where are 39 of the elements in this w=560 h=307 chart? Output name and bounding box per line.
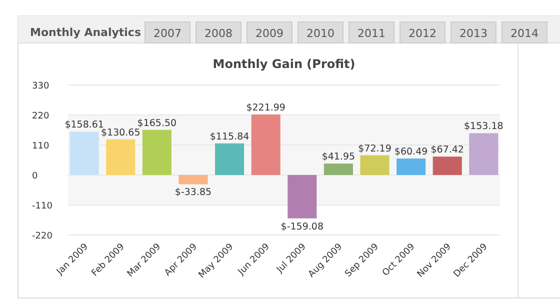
bar — [142, 130, 172, 175]
text: 2010 — [306, 27, 334, 40]
y-tick-label: 110 — [32, 142, 50, 152]
bar — [432, 156, 462, 175]
text: 2009 — [256, 27, 284, 40]
bar — [178, 175, 208, 184]
y-tick-label: 220 — [32, 112, 50, 122]
bar — [469, 133, 498, 175]
data-label: $221.99 — [246, 102, 286, 114]
data-label: $115.84 — [210, 131, 250, 142]
y-tick-label: 0 — [32, 172, 38, 182]
bar — [70, 132, 99, 175]
text: 2014 — [510, 27, 538, 40]
text: Monthly Analytics — [30, 26, 142, 39]
y-tick-label: 330 — [32, 82, 50, 92]
data-label: $60.49 — [394, 146, 428, 158]
y-tick-label: -220 — [32, 232, 53, 242]
data-label: $41.95 — [322, 152, 356, 163]
bar — [396, 158, 426, 175]
text: 2013 — [460, 27, 488, 40]
bar — [251, 114, 280, 175]
data-label: $130.65 — [100, 127, 140, 138]
bar — [360, 155, 390, 175]
data-label: $72.19 — [358, 143, 392, 154]
data-label: $67.42 — [430, 144, 464, 156]
text: 2007 — [154, 27, 182, 40]
y-tick-label: -110 — [32, 202, 53, 212]
bar — [324, 164, 353, 175]
bar — [288, 175, 317, 218]
data-label: $153.18 — [464, 121, 504, 132]
text: 2012 — [408, 27, 436, 40]
data-label: $-159.08 — [280, 221, 324, 232]
bar — [106, 139, 136, 175]
data-label: $-33.85 — [174, 187, 212, 198]
bar — [215, 143, 244, 175]
data-label: $165.50 — [137, 118, 177, 129]
text: 2008 — [204, 27, 232, 40]
text: 2011 — [358, 27, 386, 40]
chart-title: Monthly Gain (Profit) — [212, 57, 356, 71]
